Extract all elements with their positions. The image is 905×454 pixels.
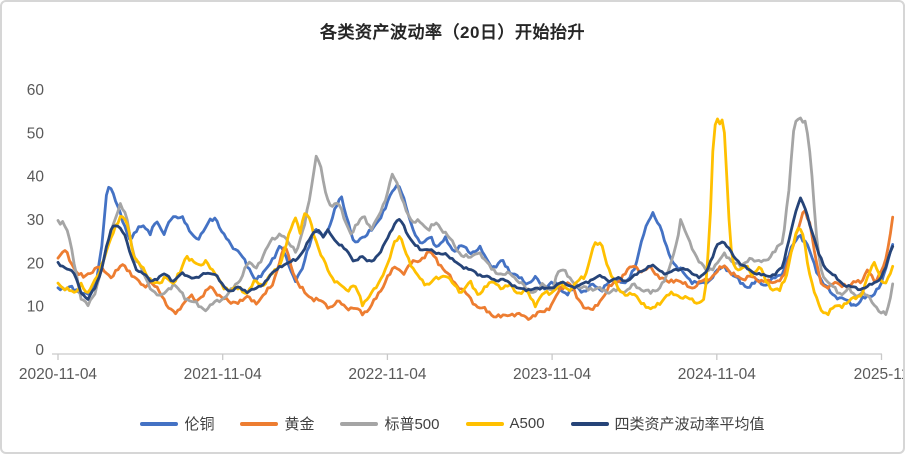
x-axis-label: 2020-11-04 bbox=[19, 366, 98, 383]
x-axis-label: 2023-11-04 bbox=[513, 366, 592, 383]
legend-swatch-icon bbox=[140, 421, 179, 426]
x-axis-label: 2024-11-04 bbox=[678, 366, 757, 383]
legend-label: A500 bbox=[509, 415, 545, 432]
legend-swatch-icon bbox=[465, 421, 504, 426]
legend-item-1[interactable]: 伦铜 bbox=[140, 413, 214, 434]
y-axis-label: 50 bbox=[27, 125, 45, 142]
y-axis-label: 60 bbox=[27, 82, 45, 99]
legend-swatch-icon bbox=[240, 421, 279, 426]
legend-item-4[interactable]: A500 bbox=[465, 415, 545, 432]
chart-title: 各类资产波动率（20日）开始抬升 bbox=[320, 23, 585, 42]
legend-swatch-icon bbox=[340, 421, 379, 426]
legend-swatch-icon bbox=[570, 421, 609, 426]
legend-label: 黄金 bbox=[284, 416, 315, 433]
legend-label: 标普500 bbox=[384, 416, 440, 433]
series-line-5 bbox=[56, 196, 895, 301]
y-axis-label: 20 bbox=[27, 255, 45, 272]
chart-legend: 伦铜 黄金 标普500 A500 四类资产波动率平均值 bbox=[2, 413, 903, 434]
x-axis-label: 2025-11 bbox=[854, 366, 905, 383]
x-axis-label: 2022-11-04 bbox=[348, 366, 427, 383]
legend-item-2[interactable]: 黄金 bbox=[240, 413, 314, 434]
legend-label: 四类资产波动率平均值 bbox=[614, 416, 765, 433]
legend-item-5[interactable]: 四类资产波动率平均值 bbox=[570, 413, 765, 434]
y-axis-label: 30 bbox=[27, 212, 45, 229]
legend-item-3[interactable]: 标普500 bbox=[340, 413, 440, 434]
legend-label: 伦铜 bbox=[184, 416, 215, 433]
y-axis-label: 10 bbox=[27, 299, 45, 316]
x-axis-label: 2021-11-04 bbox=[184, 366, 263, 383]
y-axis-label: 0 bbox=[35, 342, 44, 359]
y-axis-label: 40 bbox=[27, 169, 45, 186]
series-line-3 bbox=[56, 116, 895, 316]
series-line-1 bbox=[56, 183, 895, 307]
